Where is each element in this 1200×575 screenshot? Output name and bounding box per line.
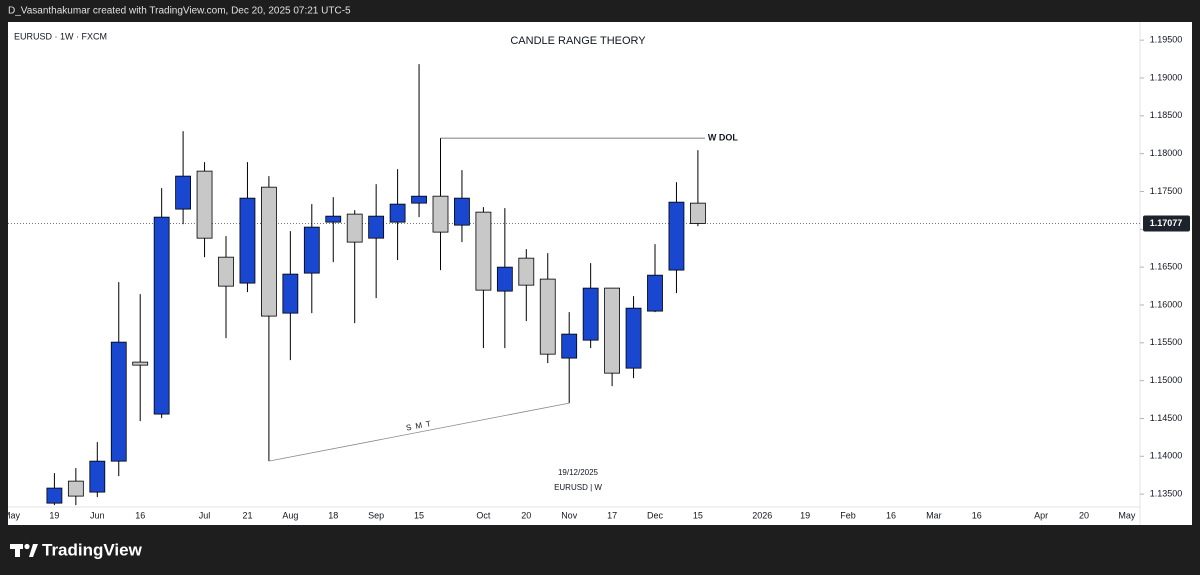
x-tick-label: Nov	[561, 510, 578, 520]
x-tick-label: 20	[521, 510, 531, 520]
x-tick-label: 15	[693, 510, 703, 520]
candle-body	[239, 197, 256, 284]
candle-body	[539, 278, 556, 355]
candle-body	[89, 460, 106, 493]
chart-title: CANDLE RANGE THEORY	[510, 35, 646, 47]
x-tick-label: May	[1118, 510, 1136, 520]
candle-body	[325, 215, 342, 223]
candle-body	[411, 195, 427, 204]
y-tick-label: 1.15000	[1150, 375, 1183, 385]
w-dol-label: W DOL	[708, 133, 738, 143]
watermark-date: 19/12/2025	[558, 468, 599, 477]
candle-body	[218, 256, 234, 287]
smt-line	[268, 402, 570, 462]
x-tick-label: Sep	[368, 510, 384, 520]
watermark-symbol: EURUSD | W	[554, 483, 602, 492]
candle-body	[46, 487, 63, 504]
x-tick-label: 16	[972, 510, 982, 520]
candle-body	[282, 273, 299, 314]
y-tick-label: 1.19000	[1150, 72, 1183, 82]
candle-body	[454, 197, 470, 226]
candle-body	[432, 195, 449, 233]
candle-body	[668, 201, 685, 271]
x-tick-label: 16	[886, 510, 896, 520]
x-tick-label: Mar	[926, 510, 942, 520]
candle-body	[132, 361, 149, 366]
x-tick-label: 2026	[752, 510, 772, 520]
y-tick-label: 1.18500	[1150, 110, 1183, 120]
time-axis: May 19 Jun 16 Jul 21 Aug 18 Sep 15 Oct 20 Nov 17 Dec 15…	[3, 510, 1136, 520]
x-tick-label: 21	[242, 510, 252, 520]
x-tick-label: May	[3, 510, 21, 520]
chart-area	[8, 22, 1192, 525]
x-tick-label: 15	[414, 510, 424, 520]
candle-body	[67, 480, 84, 497]
candle-body	[346, 213, 363, 243]
x-tick-label: Aug	[282, 510, 298, 520]
candle-body	[604, 287, 620, 374]
x-tick-label: Feb	[840, 510, 856, 520]
y-tick-label: 1.17500	[1150, 186, 1183, 196]
header-text: D_Vasanthakumar created with TradingView…	[8, 6, 351, 17]
candle-body	[496, 266, 513, 292]
candle-body	[175, 175, 192, 210]
candle-body	[518, 257, 535, 286]
x-tick-label: 19	[49, 510, 59, 520]
last-price-label: 1.17077	[1150, 218, 1183, 228]
x-tick-label: 20	[1079, 510, 1089, 520]
candle-body	[260, 186, 277, 317]
footer-logo	[10, 543, 38, 557]
candle-body	[690, 202, 706, 224]
y-tick-label: 1.19500	[1150, 35, 1183, 45]
y-tick-label: 1.15500	[1150, 337, 1183, 347]
candle-body	[475, 211, 492, 291]
candle-body	[389, 203, 406, 223]
candle-body	[303, 226, 320, 274]
candle-body	[153, 216, 170, 415]
x-tick-label: 18	[328, 510, 338, 520]
candle-body	[561, 333, 578, 359]
candle-body	[110, 341, 127, 462]
candle-body	[196, 170, 213, 239]
x-tick-label: Dec	[647, 510, 664, 520]
x-tick-label: 19	[800, 510, 810, 520]
footer-brand: TradingView	[42, 540, 143, 559]
last-price-tag	[1143, 215, 1190, 232]
x-tick-label: Jul	[199, 510, 211, 520]
y-tick-label: 1.18000	[1150, 148, 1183, 158]
symbol-label: EURUSD · 1W · FXCM	[14, 31, 107, 41]
y-tick-label: 1.16500	[1150, 262, 1183, 272]
y-tick-label: 1.13500	[1150, 489, 1183, 499]
candle-body	[647, 274, 663, 312]
x-tick-label: Oct	[476, 510, 491, 520]
x-tick-label: 16	[135, 510, 145, 520]
candle-body	[582, 287, 599, 341]
plot	[8, 64, 1140, 506]
x-tick-label: Apr	[1034, 510, 1048, 520]
candle-body	[625, 307, 642, 369]
candle-body	[368, 215, 385, 239]
y-tick-label: 1.16000	[1150, 299, 1183, 309]
y-tick-label: 1.14000	[1150, 451, 1183, 461]
y-tick-label: 1.14500	[1150, 413, 1183, 423]
x-tick-label: Jun	[90, 510, 105, 520]
x-tick-label: 17	[607, 510, 617, 520]
